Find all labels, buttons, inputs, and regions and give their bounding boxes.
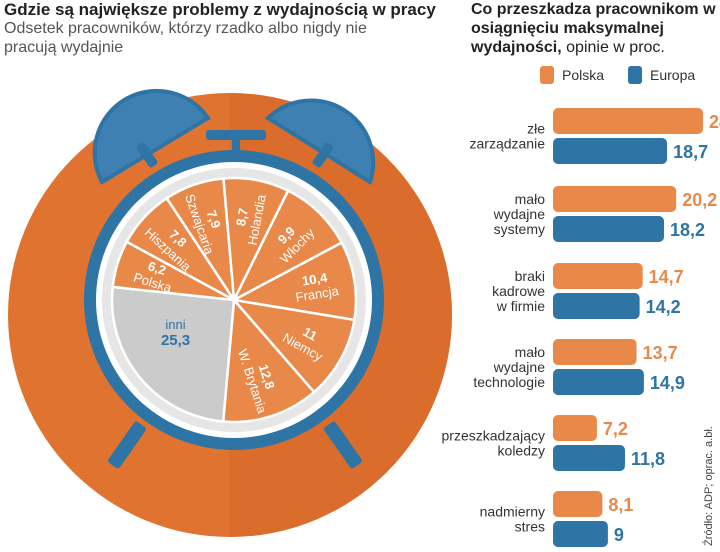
bar-polska bbox=[553, 491, 603, 517]
bar-europa bbox=[553, 445, 625, 471]
pie-value-inni: 25,3 bbox=[161, 332, 190, 349]
pie-category-inni: inni bbox=[165, 317, 185, 332]
bar-category-label: w firmie bbox=[496, 298, 545, 314]
pie-slice-w-brytania bbox=[221, 296, 316, 424]
bar-polska bbox=[553, 415, 597, 441]
bar-europa bbox=[553, 293, 640, 319]
legend-swatch-europa bbox=[628, 66, 642, 84]
bar-polska bbox=[553, 339, 637, 365]
pie-slices bbox=[110, 176, 358, 424]
pie-chart-subtitle: Odsetek pracowników, którzy rzadko albo … bbox=[4, 20, 367, 56]
pie-slice-wlochy bbox=[231, 188, 344, 303]
bar-category-label: koledzy bbox=[498, 443, 545, 459]
bar-category-label: kadrowe bbox=[492, 283, 545, 299]
bar-category-label: mało bbox=[515, 344, 546, 360]
bar-category-label: braki bbox=[515, 268, 545, 284]
bar-value-polska: 7,2 bbox=[603, 419, 628, 439]
pie-slice-niemcy bbox=[230, 298, 356, 394]
pie-value-niemcy: 11 bbox=[300, 324, 319, 344]
legend-swatch-polska bbox=[540, 66, 554, 84]
clock-stem bbox=[232, 138, 240, 160]
clock-handle bbox=[206, 130, 266, 140]
bar-europa bbox=[553, 521, 608, 547]
bar-category-label: technologie bbox=[473, 374, 545, 390]
bar-polska bbox=[553, 263, 643, 289]
pie-category-francja: Francja bbox=[294, 283, 340, 305]
bar-value-europa: 14,2 bbox=[646, 297, 681, 317]
pie-value-szwajcaria: 7,9 bbox=[204, 208, 224, 230]
bar-category-label: wydajne bbox=[493, 206, 546, 222]
bar-value-europa: 9 bbox=[614, 525, 624, 545]
bell-left-icon bbox=[92, 88, 211, 185]
bar-value-polska: 24,6 bbox=[709, 112, 720, 132]
bar-chart-title-unit: opinie w proc. bbox=[561, 39, 665, 56]
bar-value-europa: 18,7 bbox=[673, 142, 708, 162]
bar-category-label: złe bbox=[527, 121, 545, 137]
clock-bells bbox=[92, 88, 376, 186]
bell-right-icon bbox=[264, 98, 376, 186]
bar-value-europa: 18,2 bbox=[670, 220, 705, 240]
bar-value-polska: 14,7 bbox=[649, 267, 684, 287]
legend-item-europa: Europa bbox=[628, 66, 695, 84]
bar-europa bbox=[553, 369, 644, 395]
bar-value-polska: 13,7 bbox=[643, 343, 678, 363]
bar-value-polska: 20,2 bbox=[682, 190, 717, 210]
bar-polska bbox=[553, 186, 677, 212]
pie-value-holandia: 8,7 bbox=[233, 207, 251, 228]
pie-slice-szwajcaria bbox=[165, 177, 236, 301]
source-note: Źródło: ADP; oprac. a.bł. bbox=[703, 426, 715, 546]
bar-chart-title: Co przeszkadza pracownikom w osiągnięciu… bbox=[471, 0, 716, 57]
bar-category-label: zarządzanie bbox=[470, 136, 546, 152]
bar-category-label: wydajne bbox=[493, 359, 546, 375]
bar-europa bbox=[553, 138, 668, 164]
bell-right-foot bbox=[312, 142, 334, 168]
bar-category-label: przeszkadzający bbox=[442, 428, 546, 444]
pie-value-francja: 10,4 bbox=[301, 270, 329, 289]
bar-marks bbox=[553, 108, 704, 547]
bar-value-europa: 14,9 bbox=[650, 373, 685, 393]
bar-chart-title-main: Co przeszkadza pracownikom w osiągnięciu… bbox=[471, 1, 716, 56]
clock-leg-right bbox=[324, 421, 362, 469]
clock-leg-left bbox=[108, 421, 146, 469]
pie-value-w-brytania: 12,8 bbox=[256, 362, 278, 391]
pie-value-polska: 6,2 bbox=[146, 258, 168, 278]
bar-value-labels: 24,618,7 20,2 18,2 14,7 14,2 13,7 14,9 7,211,8 8… bbox=[603, 112, 720, 545]
bar-category-label: stres bbox=[515, 519, 545, 535]
bar-category-label: systemy bbox=[494, 221, 545, 237]
legend-item-polska: Polska bbox=[540, 66, 604, 84]
legend-label-polska: Polska bbox=[562, 67, 605, 83]
bar-category-label: mało bbox=[515, 191, 546, 207]
clock-legs bbox=[108, 421, 362, 469]
bell-left-foot bbox=[136, 142, 158, 168]
pie-slice-inni bbox=[110, 285, 236, 423]
bar-category-label: nadmierny bbox=[480, 504, 545, 520]
pie-slice-francja bbox=[230, 240, 358, 322]
pie-chart-title: Gdzie są największe problemy z wydajnośc… bbox=[4, 0, 436, 19]
bar-polska bbox=[553, 108, 704, 134]
bar-value-polska: 8,1 bbox=[608, 495, 633, 515]
bar-europa bbox=[553, 216, 665, 242]
legend-label-europa: Europa bbox=[650, 67, 696, 83]
bar-category-labels: złezarządzaniemałowydajnesystemybrakikad… bbox=[442, 121, 546, 535]
bar-value-europa: 11,8 bbox=[631, 449, 665, 469]
